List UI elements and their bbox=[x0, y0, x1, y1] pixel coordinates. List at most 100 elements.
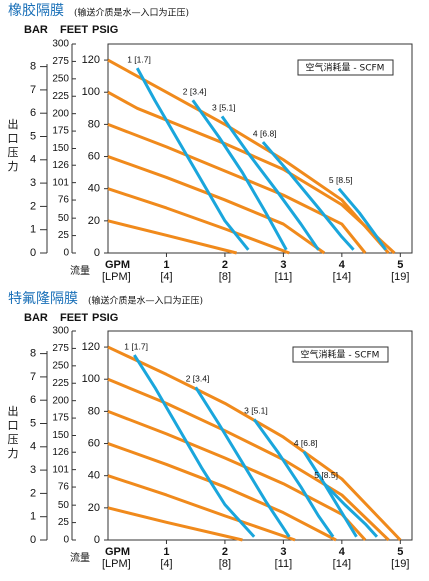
curve-label: 2 [3.4] bbox=[186, 374, 210, 384]
bar-tick-label: 4 bbox=[30, 154, 36, 166]
bar-tick-label: 8 bbox=[30, 61, 36, 73]
subtitle: (输送介质是水—入口为正压) bbox=[88, 295, 203, 307]
legend-box bbox=[297, 59, 394, 76]
curve bbox=[302, 450, 358, 538]
x-tick-sublabel: [4] bbox=[160, 558, 172, 570]
feet-tick-label: 50 bbox=[58, 213, 70, 224]
curve bbox=[107, 122, 367, 254]
x-tick-sublabel: [4] bbox=[160, 271, 172, 283]
curve-label: 4 [6.8] bbox=[294, 438, 318, 448]
y-tick-label: 100 bbox=[82, 86, 100, 98]
title: 特氟隆隔膜 bbox=[8, 291, 78, 307]
bar-tick-label: 2 bbox=[30, 487, 36, 499]
legend-box bbox=[292, 346, 389, 363]
bar-tick-label: 7 bbox=[30, 84, 36, 96]
y-tick-label: 100 bbox=[82, 373, 100, 385]
axis-header: BAR bbox=[24, 312, 48, 324]
x-tick-label: 5 bbox=[397, 546, 403, 558]
feet-tick-label: 250 bbox=[52, 360, 69, 371]
curve-label: 2 [3.4] bbox=[183, 87, 207, 97]
legend-title: 空气消耗量 - SCFM bbox=[306, 62, 385, 74]
y-tick-label: 120 bbox=[82, 341, 100, 353]
curve bbox=[191, 99, 288, 251]
y-tick-label: 40 bbox=[88, 183, 100, 195]
feet-tick-label: 275 bbox=[52, 56, 69, 67]
curve bbox=[107, 187, 290, 255]
x-tick-sublabel: [8] bbox=[219, 271, 231, 283]
feet-tick-label: 150 bbox=[52, 430, 69, 441]
bar-tick-label: 0 bbox=[30, 534, 36, 546]
x-tick-sublabel: [19] bbox=[391, 271, 409, 283]
feet-tick-label: 76 bbox=[58, 482, 70, 493]
x-unit: GPM bbox=[105, 546, 130, 558]
curve-label: 3 [5.1] bbox=[244, 406, 268, 416]
axis-header: FEET bbox=[60, 312, 88, 324]
y-tick-label: 40 bbox=[88, 470, 100, 482]
feet-tick-label: 200 bbox=[52, 395, 69, 406]
feet-tick-label: 200 bbox=[52, 108, 69, 119]
curve bbox=[135, 67, 250, 251]
curve-label: 4 [6.8] bbox=[253, 128, 277, 138]
axis-header: PSIG bbox=[92, 24, 118, 36]
x-tick-label: 1 bbox=[163, 259, 169, 271]
feet-tick-label: 225 bbox=[52, 378, 69, 389]
curve bbox=[107, 58, 390, 254]
curve bbox=[107, 155, 326, 255]
feet-tick-label: 175 bbox=[52, 413, 69, 424]
feet-tick-label: 25 bbox=[58, 230, 70, 241]
bar-tick-label: 2 bbox=[30, 200, 36, 212]
x-tick-sublabel: [14] bbox=[333, 558, 351, 570]
x-tick-sublabel: [11] bbox=[275, 558, 293, 570]
x-tick-sublabel: [19] bbox=[391, 558, 409, 570]
feet-tick-label: 25 bbox=[58, 517, 70, 528]
bar-tick-label: 6 bbox=[30, 107, 36, 119]
feet-tick-label: 0 bbox=[63, 535, 69, 546]
y-axis-title: 出口压力 bbox=[6, 404, 19, 461]
subtitle: (输送介质是水—入口为正压) bbox=[74, 7, 189, 19]
curve bbox=[337, 187, 387, 251]
x-tick-label: 4 bbox=[339, 259, 346, 271]
curve bbox=[107, 90, 396, 255]
x-unit: GPM bbox=[105, 259, 130, 271]
bar-tick-label: 3 bbox=[30, 464, 36, 476]
curve bbox=[107, 474, 296, 542]
y-tick-label: 20 bbox=[88, 215, 100, 227]
curve bbox=[107, 506, 243, 542]
curve bbox=[261, 141, 355, 251]
y-axis-title: 出口压力 bbox=[6, 117, 19, 174]
curve bbox=[107, 442, 337, 542]
feet-tick-label: 300 bbox=[52, 39, 69, 50]
axis-header: FEET bbox=[60, 24, 88, 36]
feet-tick-label: 0 bbox=[63, 248, 69, 259]
x-axis-title: 流量 bbox=[70, 551, 90, 564]
bar-tick-label: 0 bbox=[30, 247, 36, 259]
x-tick-label: 1 bbox=[163, 546, 169, 558]
curve bbox=[194, 386, 291, 538]
curve bbox=[323, 482, 379, 538]
feet-tick-label: 150 bbox=[52, 143, 69, 154]
x-tick-label: 3 bbox=[280, 259, 286, 271]
x-unit2: [LPM] bbox=[102, 558, 131, 570]
y-tick-label: 80 bbox=[88, 405, 100, 417]
x-tick-sublabel: [14] bbox=[333, 271, 351, 283]
feet-tick-label: 101 bbox=[52, 464, 69, 475]
feet-tick-label: 300 bbox=[52, 326, 69, 337]
y-tick-label: 0 bbox=[94, 247, 100, 259]
x-tick-label: 2 bbox=[222, 259, 228, 271]
bar-tick-label: 1 bbox=[30, 224, 36, 236]
feet-tick-label: 126 bbox=[52, 160, 69, 171]
axis-header: BAR bbox=[24, 24, 48, 36]
legend-title: 空气消耗量 - SCFM bbox=[301, 349, 380, 361]
curve bbox=[252, 418, 335, 538]
x-tick-sublabel: [11] bbox=[275, 271, 293, 283]
feet-tick-label: 50 bbox=[58, 500, 70, 511]
feet-tick-label: 275 bbox=[52, 343, 69, 354]
feet-tick-label: 76 bbox=[58, 195, 70, 206]
y-tick-label: 80 bbox=[88, 118, 100, 130]
x-tick-label: 3 bbox=[280, 546, 286, 558]
curve bbox=[220, 115, 320, 251]
x-tick-label: 5 bbox=[397, 259, 403, 271]
curve-label: 1 [1.7] bbox=[124, 341, 148, 351]
y-tick-label: 20 bbox=[88, 502, 100, 514]
curve-label: 3 [5.1] bbox=[212, 103, 236, 113]
